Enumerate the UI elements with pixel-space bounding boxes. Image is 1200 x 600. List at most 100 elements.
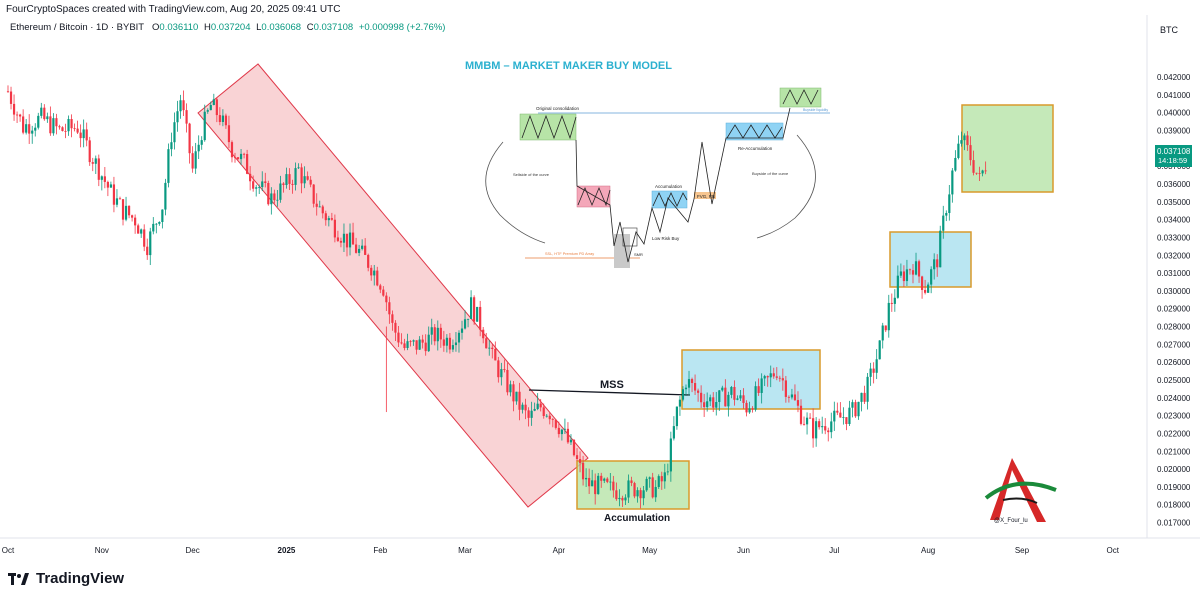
- candle-body: [282, 183, 285, 186]
- tradingview-footer[interactable]: TradingView: [8, 570, 124, 587]
- candle-body: [34, 127, 37, 131]
- candle-body: [703, 402, 706, 408]
- author-watermark-logo: @X_Four_lu: [984, 458, 1057, 524]
- candle-body: [669, 438, 672, 472]
- candle-body: [394, 322, 397, 333]
- candle-body: [618, 497, 621, 500]
- candle-body: [306, 176, 309, 180]
- candle-body: [754, 386, 757, 410]
- candle-body: [351, 232, 355, 245]
- candle-body: [236, 157, 240, 160]
- candle-body: [479, 306, 482, 330]
- candle-body: [491, 347, 494, 349]
- sellside-curve: [485, 141, 546, 244]
- candle-body: [267, 182, 270, 205]
- candle-body: [693, 383, 697, 391]
- candle-body: [391, 314, 394, 323]
- price-tick-label: 0.030000: [1157, 287, 1191, 296]
- candle-body: [633, 483, 636, 497]
- candle-body: [588, 477, 591, 487]
- candle-body: [121, 199, 125, 220]
- candle-body: [857, 401, 860, 417]
- candle-body: [249, 173, 252, 182]
- time-tick-label: Mar: [458, 546, 472, 555]
- candle-body: [155, 223, 158, 225]
- candle-body: [581, 462, 585, 480]
- price-tick-label: 0.017000: [1157, 519, 1191, 528]
- candle-body: [103, 176, 106, 182]
- candle-body: [842, 417, 845, 418]
- candle-body: [854, 402, 857, 417]
- high-label: H: [203, 22, 211, 33]
- candle-body: [757, 386, 760, 393]
- candle-body: [127, 205, 131, 216]
- candle-body: [273, 193, 276, 201]
- candle-body: [796, 400, 800, 406]
- close-label: C: [306, 22, 314, 33]
- candle-body: [739, 395, 742, 399]
- candle-body: [657, 476, 660, 487]
- candle-body: [866, 376, 869, 402]
- candle-body: [224, 115, 228, 126]
- candle-body: [415, 340, 418, 350]
- ssl-label: SSL, HTF Premium PD Array: [545, 252, 594, 256]
- candle-body: [884, 325, 887, 331]
- price-tick-label: 0.024000: [1157, 394, 1191, 403]
- candle-body: [230, 142, 234, 158]
- candle-body: [557, 427, 560, 435]
- candle-body: [430, 327, 433, 335]
- candle-body: [285, 174, 288, 186]
- candle-body: [975, 172, 978, 174]
- candle-body: [521, 404, 524, 410]
- candle-body: [672, 426, 675, 439]
- candle-body: [621, 497, 624, 501]
- candle-body: [575, 455, 579, 460]
- price-tick-label: 0.025000: [1157, 376, 1191, 385]
- time-tick-label: Nov: [95, 546, 109, 555]
- candle-body: [563, 428, 567, 430]
- candle-body: [418, 339, 421, 350]
- candle-body: [488, 347, 491, 349]
- time-axis-ticks: Oct Nov Dec 2025 Feb Mar Apr May Jun Jul Aug Sep Oct: [2, 546, 1120, 555]
- candle-body: [727, 394, 730, 407]
- candle-body: [548, 415, 551, 420]
- candle-body: [130, 215, 134, 218]
- candle-body: [454, 342, 458, 346]
- candle-body: [539, 403, 542, 408]
- candle-body: [406, 341, 409, 348]
- candle-body: [745, 402, 748, 413]
- candle-body: [845, 417, 848, 425]
- candle-body: [433, 327, 436, 342]
- candle-body: [152, 223, 155, 232]
- candle-body: [52, 118, 55, 134]
- candle-body: [261, 181, 264, 188]
- candle-body: [188, 123, 191, 154]
- candle-body: [509, 384, 512, 393]
- candle-body: [663, 472, 666, 482]
- candle-body: [203, 111, 206, 141]
- candle-body: [960, 140, 963, 144]
- candle-body: [330, 218, 333, 220]
- candle-body: [206, 110, 209, 112]
- low-risk-buy-label: Low Risk Buy: [652, 236, 680, 241]
- candle-body: [31, 130, 34, 134]
- low-value: 0.036068: [261, 22, 302, 33]
- buyside-curve: [756, 134, 816, 239]
- bsl-label: Buyside liquidity: [803, 108, 828, 112]
- candle-body: [724, 387, 727, 407]
- candle-body: [784, 380, 787, 397]
- candle-body: [255, 187, 258, 189]
- candle-body: [112, 184, 116, 205]
- candle-body: [200, 140, 203, 145]
- last-price-value: 0.037108: [1157, 147, 1191, 156]
- candle-body: [808, 417, 812, 419]
- candle-body: [600, 475, 603, 481]
- candle-body: [164, 182, 167, 210]
- candle-body: [185, 110, 188, 124]
- symbol-name[interactable]: Ethereum / Bitcoin · 1D · BYBIT: [10, 22, 145, 33]
- candle-body: [881, 325, 884, 341]
- candle-body: [591, 480, 594, 487]
- candle-body: [766, 376, 769, 378]
- time-tick-label: Aug: [921, 546, 935, 555]
